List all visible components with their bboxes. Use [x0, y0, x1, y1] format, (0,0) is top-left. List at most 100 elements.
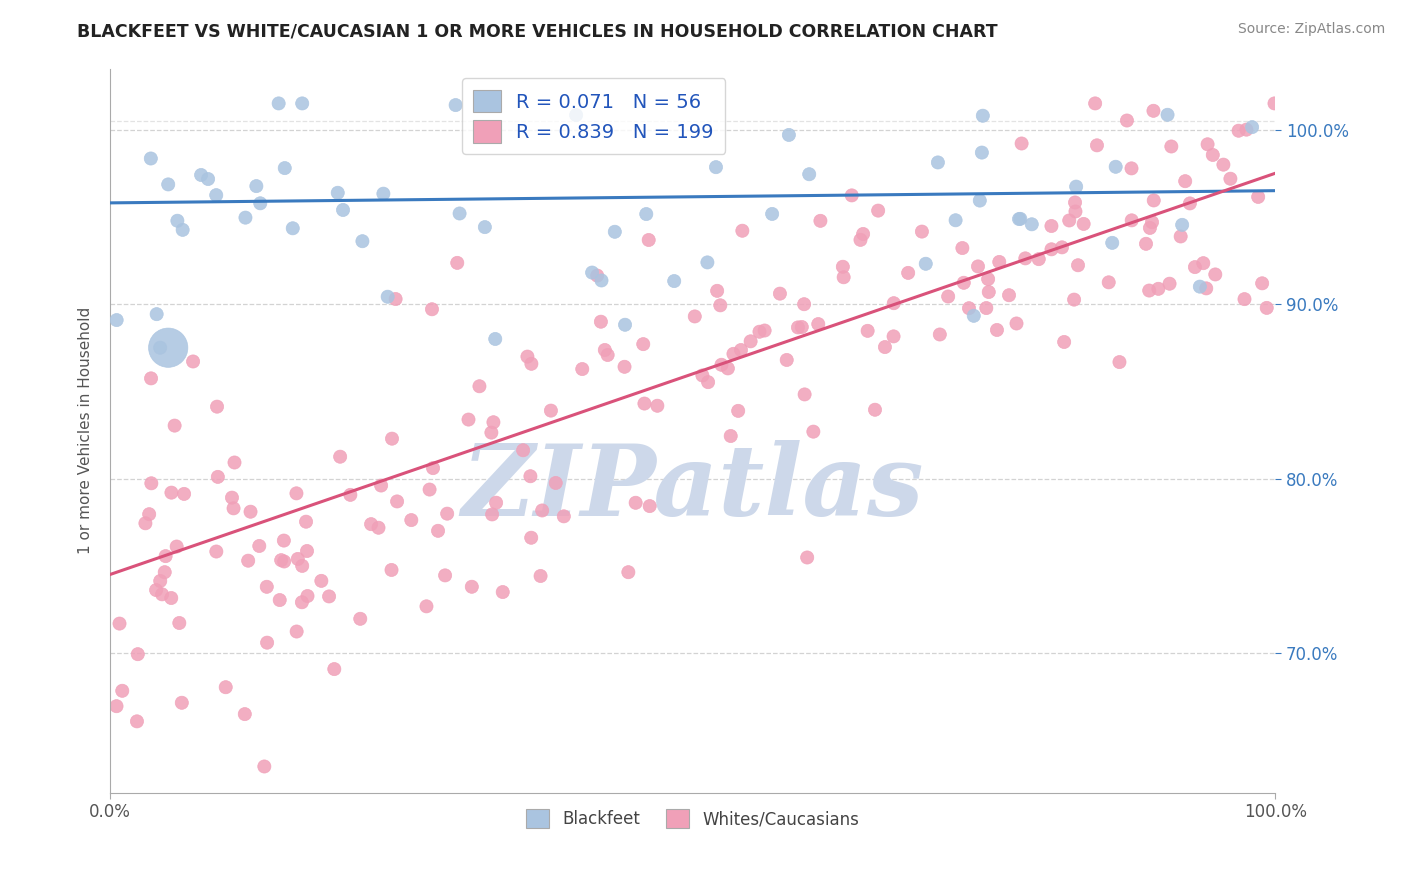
Point [238, 554, 260, 568]
Point [1010, 211, 1032, 226]
Point [145, 307, 167, 321]
Point [295, 544, 318, 558]
Point [970, 145, 993, 160]
Point [311, 574, 333, 588]
Point [287, 552, 309, 566]
Point [613, 359, 636, 374]
Point [761, 207, 783, 221]
Point [468, 379, 491, 393]
Point [474, 220, 496, 235]
Point [285, 624, 308, 639]
Point [520, 357, 543, 371]
Point [247, 539, 270, 553]
Point [1156, 108, 1178, 122]
Point [957, 301, 980, 316]
Point [748, 325, 770, 339]
Point [593, 343, 616, 357]
Point [807, 317, 830, 331]
Point [976, 301, 998, 315]
Point [222, 501, 245, 516]
Point [520, 531, 543, 545]
Point [291, 96, 314, 111]
Point [139, 371, 162, 385]
Point [205, 544, 228, 558]
Point [831, 260, 853, 274]
Point [149, 341, 172, 355]
Point [1174, 174, 1197, 188]
Point [105, 313, 128, 327]
Point [1247, 190, 1270, 204]
Point [173, 487, 195, 501]
Point [868, 203, 890, 218]
Point [1116, 113, 1139, 128]
Point [141, 476, 163, 491]
Point [273, 533, 295, 548]
Point [790, 320, 813, 334]
Point [897, 266, 920, 280]
Point [1188, 279, 1211, 293]
Point [633, 337, 655, 351]
Point [139, 152, 162, 166]
Point [801, 425, 824, 439]
Point [422, 461, 444, 475]
Point [157, 178, 180, 192]
Point [380, 563, 402, 577]
Point [318, 590, 340, 604]
Point [269, 593, 291, 607]
Point [936, 289, 959, 303]
Point [928, 327, 950, 342]
Point [1053, 334, 1076, 349]
Point [832, 270, 855, 285]
Point [461, 580, 484, 594]
Point [457, 412, 479, 426]
Point [1142, 103, 1164, 118]
Point [145, 582, 167, 597]
Point [1251, 277, 1274, 291]
Point [221, 491, 243, 505]
Point [1135, 236, 1157, 251]
Point [166, 540, 188, 554]
Point [754, 324, 776, 338]
Point [256, 635, 278, 649]
Point [591, 273, 613, 287]
Point [285, 486, 308, 500]
Point [1137, 284, 1160, 298]
Point [105, 699, 128, 714]
Point [370, 478, 392, 492]
Point [235, 211, 257, 225]
Point [1073, 217, 1095, 231]
Point [873, 340, 896, 354]
Point [149, 574, 172, 588]
Point [1040, 243, 1063, 257]
Point [444, 98, 467, 112]
Point [565, 108, 588, 122]
Text: ZIPatlas: ZIPatlas [461, 441, 924, 537]
Point [778, 128, 800, 142]
Point [215, 680, 238, 694]
Point [385, 494, 408, 508]
Point [1140, 215, 1163, 229]
Point [1139, 221, 1161, 235]
Point [1143, 194, 1166, 208]
Point [170, 696, 193, 710]
Point [384, 292, 406, 306]
Point [1021, 217, 1043, 231]
Point [731, 224, 754, 238]
Point [972, 109, 994, 123]
Point [1105, 160, 1128, 174]
Point [730, 343, 752, 357]
Point [647, 399, 669, 413]
Point [544, 475, 567, 490]
Point [377, 290, 399, 304]
Point [963, 309, 986, 323]
Point [111, 683, 134, 698]
Point [420, 302, 443, 317]
Point [516, 350, 538, 364]
Point [157, 341, 180, 355]
Point [776, 353, 799, 368]
Point [1171, 218, 1194, 232]
Point [796, 550, 818, 565]
Point [914, 257, 936, 271]
Point [270, 553, 292, 567]
Point [967, 260, 990, 274]
